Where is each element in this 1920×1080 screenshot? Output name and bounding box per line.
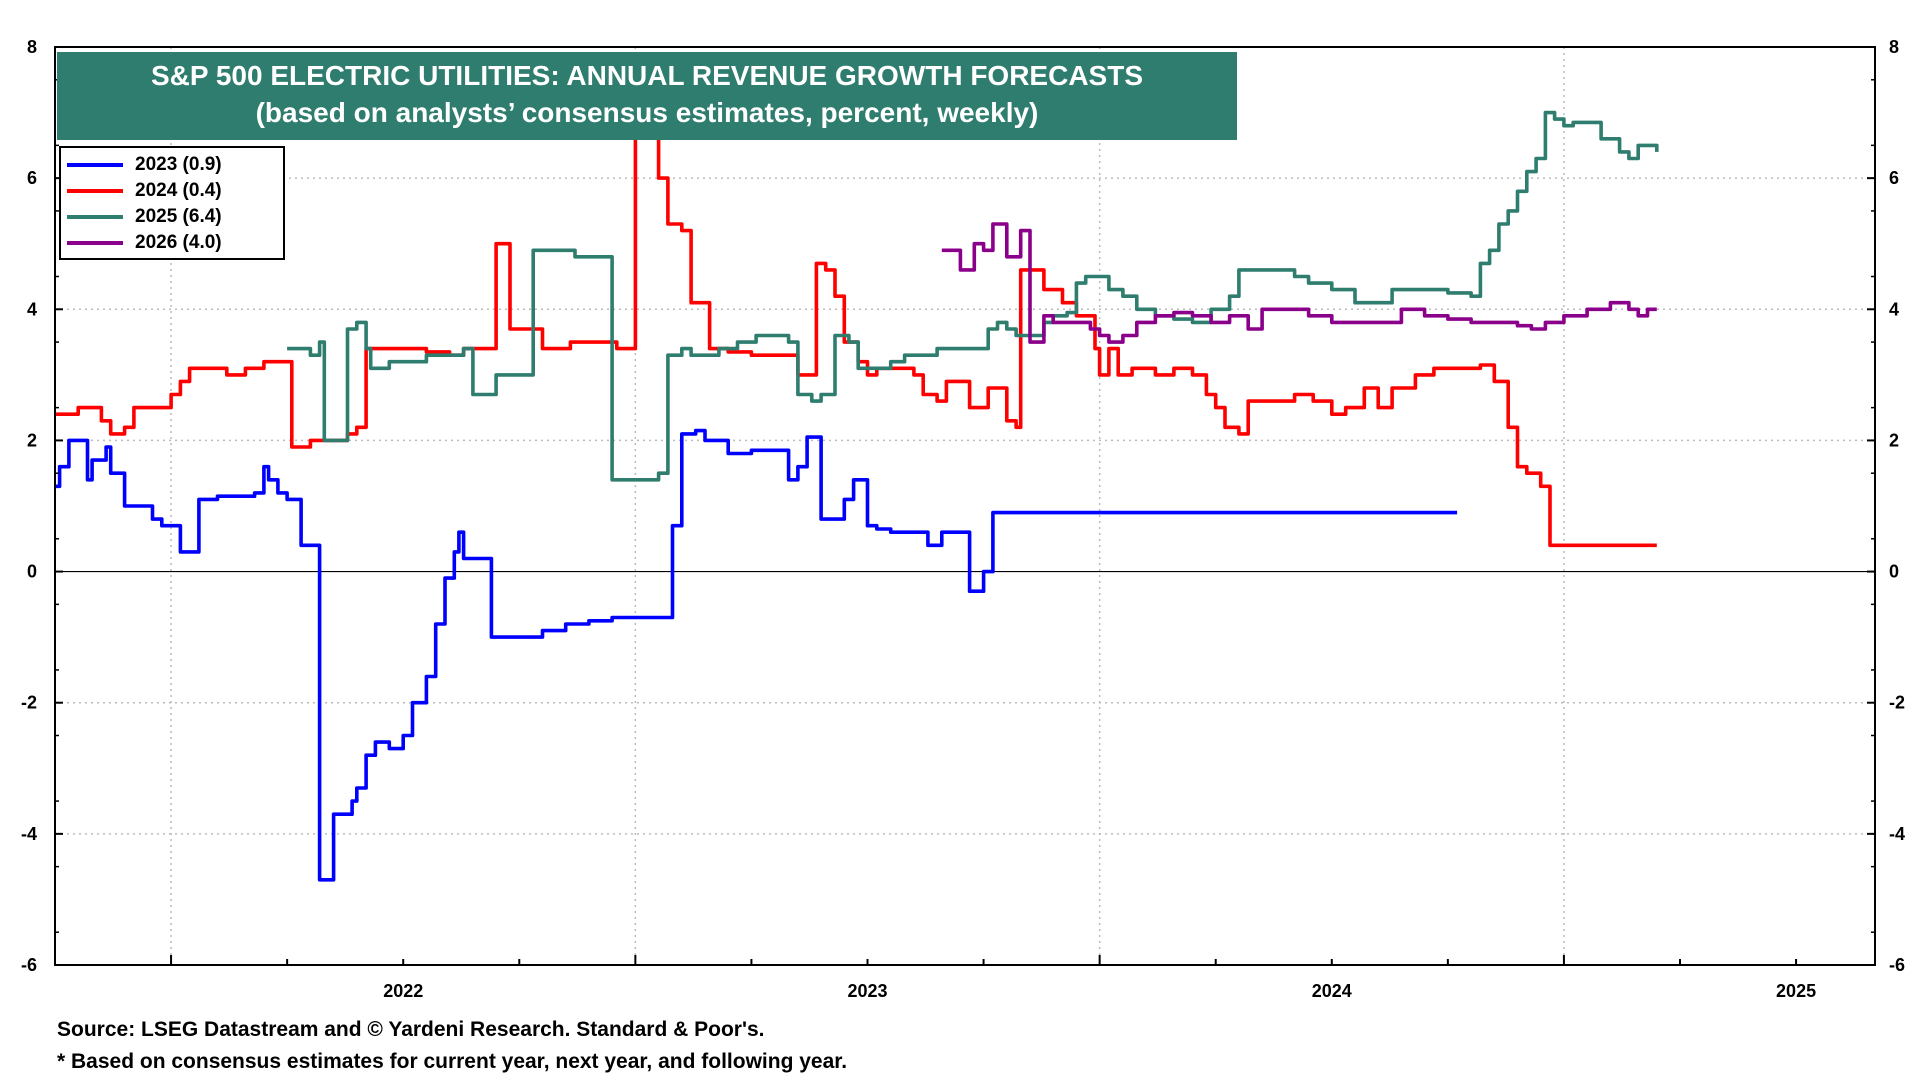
x-tick-label: 2023 — [847, 981, 887, 1001]
chart-title-box: S&P 500 ELECTRIC UTILITIES: ANNUAL REVEN… — [57, 52, 1237, 140]
legend-item-2023: 2023 (0.9) — [67, 152, 277, 178]
x-tick-label: 2022 — [383, 981, 423, 1001]
legend-label-2023: 2023 (0.9) — [135, 154, 222, 175]
legend-item-2024: 2024 (0.4) — [67, 178, 277, 204]
y-tick-label-left: 6 — [27, 168, 37, 188]
y-tick-label-right: 0 — [1889, 562, 1899, 582]
y-axis-left: -6 -4 -2 0 2 4 6 8 — [21, 37, 63, 975]
legend-swatch-2024 — [67, 189, 123, 193]
y-tick-label-left: 4 — [27, 299, 37, 319]
legend-label-2025: 2025 (6.4) — [135, 206, 222, 227]
legend: 2023 (0.9) 2024 (0.4) 2025 (6.4) 2026 (4… — [59, 146, 285, 260]
y-tick-label-left: -2 — [21, 693, 37, 713]
legend-label-2026: 2026 (4.0) — [135, 232, 222, 253]
y-tick-label-right: 4 — [1889, 299, 1899, 319]
y-tick-label-right: 8 — [1889, 37, 1899, 57]
series-line-2025 — [287, 110, 1659, 482]
legend-item-2025: 2025 (6.4) — [67, 204, 277, 230]
x-tick-label: 2024 — [1312, 981, 1352, 1001]
legend-swatch-2026 — [67, 241, 123, 245]
y-tick-label-right: -6 — [1889, 955, 1905, 975]
plot-frame — [54, 46, 1876, 966]
series-line-2026 — [941, 222, 1657, 344]
y-tick-label-left: -4 — [21, 824, 37, 844]
series-line-2023 — [55, 428, 1458, 882]
y-tick-label-right: 2 — [1889, 430, 1899, 450]
series-group — [55, 110, 1659, 882]
chart-title: S&P 500 ELECTRIC UTILITIES: ANNUAL REVEN… — [150, 60, 1144, 91]
y-tick-label-left: 0 — [27, 562, 37, 582]
legend-swatch-2025 — [67, 215, 123, 219]
legend-label-2024: 2024 (0.4) — [135, 180, 222, 201]
y-axis-right: -6 -4 -2 0 2 4 6 8 — [1867, 37, 1905, 975]
grid — [55, 47, 1875, 965]
x-tick-label: 2025 — [1776, 981, 1816, 1001]
y-tick-label-right: 6 — [1889, 168, 1899, 188]
chart-subtitle: (based on analysts’ consensus estimates,… — [255, 97, 1039, 128]
y-tick-label-right: -2 — [1889, 693, 1905, 713]
legend-swatch-2023 — [67, 163, 123, 167]
legend-item-2026: 2026 (4.0) — [67, 230, 277, 256]
y-tick-label-right: -4 — [1889, 824, 1905, 844]
footnote: * Based on consensus estimates for curre… — [57, 1050, 848, 1073]
source-note: Source: LSEG Datastream and © Yardeni Re… — [57, 1018, 765, 1041]
y-tick-label-left: -6 — [21, 955, 37, 975]
y-tick-label-left: 8 — [27, 37, 37, 57]
y-tick-label-left: 2 — [27, 430, 37, 450]
x-axis: 2022 2023 2024 2025 — [170, 955, 1816, 1001]
